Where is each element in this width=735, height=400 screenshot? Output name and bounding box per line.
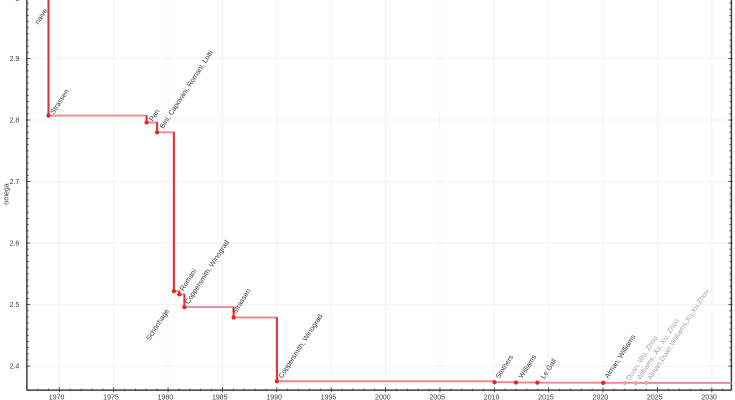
svg-text:1985: 1985 bbox=[212, 395, 228, 400]
svg-text:2000: 2000 bbox=[375, 395, 391, 400]
svg-text:1980: 1980 bbox=[158, 395, 174, 400]
svg-text:2.5: 2.5 bbox=[10, 302, 20, 309]
svg-text:1975: 1975 bbox=[103, 395, 119, 400]
svg-text:2010: 2010 bbox=[484, 395, 500, 400]
svg-text:2.4: 2.4 bbox=[10, 364, 20, 371]
svg-text:2005: 2005 bbox=[429, 395, 445, 400]
svg-text:2.9: 2.9 bbox=[10, 56, 20, 63]
svg-text:2030: 2030 bbox=[701, 395, 717, 400]
svg-text:1970: 1970 bbox=[49, 395, 65, 400]
svg-text:3: 3 bbox=[15, 0, 19, 3]
svg-text:omega: omega bbox=[4, 183, 11, 205]
svg-text:2020: 2020 bbox=[593, 395, 609, 400]
svg-text:2.6: 2.6 bbox=[10, 240, 20, 247]
svg-text:1995: 1995 bbox=[321, 395, 337, 400]
svg-text:1990: 1990 bbox=[266, 395, 282, 400]
svg-text:2015: 2015 bbox=[538, 395, 554, 400]
svg-text:2.7: 2.7 bbox=[10, 179, 20, 186]
svg-text:2025: 2025 bbox=[647, 395, 663, 400]
svg-text:2.8: 2.8 bbox=[10, 117, 20, 124]
